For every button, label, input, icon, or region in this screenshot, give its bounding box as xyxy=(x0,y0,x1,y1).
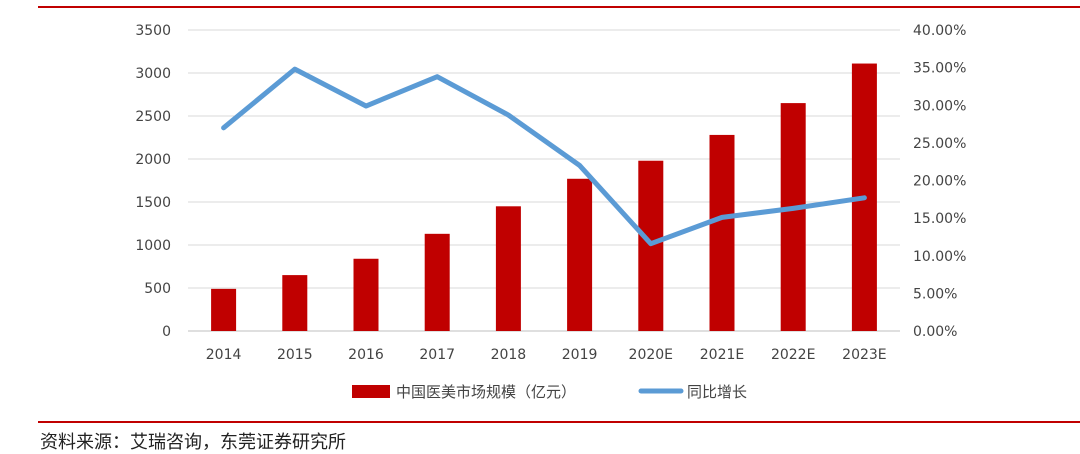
left-axis-ticks: 0 500 1000 1500 2000 2500 3000 3500 xyxy=(135,23,171,340)
bar-2022E xyxy=(780,103,806,331)
growth-point-2023E xyxy=(863,197,865,199)
x-tick-label: 2020E xyxy=(629,347,673,363)
right-tick-label: 15.00% xyxy=(913,211,966,227)
top-rule xyxy=(38,6,1080,8)
right-tick-label: 0.00% xyxy=(913,324,957,340)
bar-2014 xyxy=(211,288,237,331)
right-tick-label: 35.00% xyxy=(913,61,966,77)
left-tick-label: 500 xyxy=(144,281,171,297)
growth-point-2015 xyxy=(294,68,296,70)
right-tick-label: 20.00% xyxy=(913,174,966,190)
left-tick-label: 1000 xyxy=(135,238,171,254)
x-tick-label: 2017 xyxy=(419,347,455,363)
x-tick-label: 2016 xyxy=(348,347,384,363)
line-series xyxy=(221,66,867,247)
growth-point-2018 xyxy=(507,114,509,116)
x-tick-label: 2015 xyxy=(277,347,313,363)
bar-2018 xyxy=(495,206,521,331)
bar-2021E xyxy=(709,134,735,331)
right-tick-label: 30.00% xyxy=(913,98,966,114)
bar-2019 xyxy=(567,178,593,331)
left-tick-label: 3500 xyxy=(135,23,171,39)
growth-line xyxy=(221,66,867,247)
right-tick-label: 40.00% xyxy=(913,23,966,39)
bar-2017 xyxy=(424,233,450,331)
x-axis-ticks: 2014 2015 2016 2017 2018 2019 2020E 2021E 2022E 2… xyxy=(206,347,887,363)
legend-line-label: 同比增长 xyxy=(687,383,747,401)
growth-point-2014 xyxy=(223,127,225,129)
legend-bar-label: 中国医美市场规模（亿元） xyxy=(396,383,576,401)
growth-point-2021E xyxy=(721,216,723,218)
x-tick-label: 2018 xyxy=(491,347,527,363)
bar-2016 xyxy=(353,258,379,331)
legend: 中国医美市场规模（亿元） 同比增长 xyxy=(352,383,747,401)
left-tick-label: 3000 xyxy=(135,66,171,82)
x-tick-label: 2019 xyxy=(562,347,598,363)
growth-point-2016 xyxy=(365,105,367,107)
right-axis-ticks: 0.00% 5.00% 10.00% 15.00% 20.00% 25.00% 30.00%… xyxy=(913,23,966,340)
x-tick-label: 2021E xyxy=(700,347,744,363)
market-size-chart: 0 500 1000 1500 2000 2500 3000 3500 0.00% 5.00% 1… xyxy=(135,23,966,401)
growth-point-2019 xyxy=(579,164,581,166)
bar-2015 xyxy=(282,275,308,331)
bottom-rule xyxy=(38,421,1080,423)
right-tick-label: 25.00% xyxy=(913,136,966,152)
x-tick-label: 2022E xyxy=(771,347,815,363)
x-tick-label: 2023E xyxy=(842,347,886,363)
left-tick-label: 2000 xyxy=(135,152,171,168)
left-tick-label: 0 xyxy=(162,324,171,340)
right-tick-label: 10.00% xyxy=(913,249,966,265)
source-note: 资料来源：艾瑞咨询，东莞证券研究所 xyxy=(40,432,346,453)
x-tick-label: 2014 xyxy=(206,347,242,363)
left-tick-label: 2500 xyxy=(135,109,171,125)
growth-point-2020E xyxy=(650,243,652,245)
growth-point-2022E xyxy=(792,207,794,209)
legend-bar-swatch xyxy=(352,385,390,398)
bar-series xyxy=(211,63,877,331)
growth-point-2017 xyxy=(436,76,438,78)
right-tick-label: 5.00% xyxy=(913,286,957,302)
left-tick-label: 1500 xyxy=(135,195,171,211)
